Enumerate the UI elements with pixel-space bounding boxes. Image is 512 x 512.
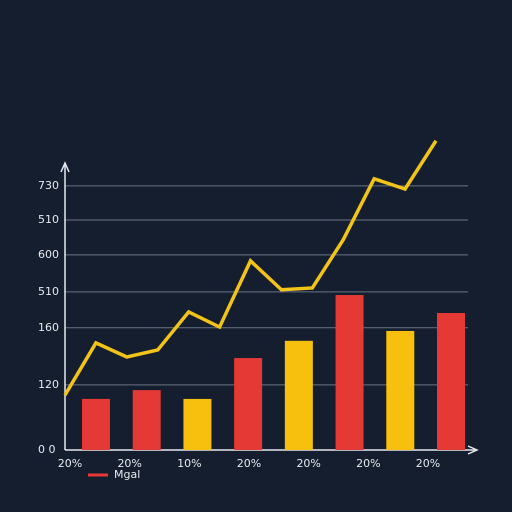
bar xyxy=(284,340,313,450)
bar xyxy=(82,398,110,450)
x-tick-label: 20% xyxy=(117,457,141,470)
line xyxy=(63,139,438,396)
bar xyxy=(437,312,465,450)
y-tick-label: 120 xyxy=(38,378,59,391)
x-tick-label: 20% xyxy=(296,457,320,470)
x-tick-label: 20% xyxy=(356,457,380,470)
bar xyxy=(386,330,415,450)
bar xyxy=(132,390,161,450)
x-tick-label: 20% xyxy=(58,457,82,470)
y-tick-label: 510 xyxy=(38,213,59,226)
bar xyxy=(234,358,263,450)
x-tick-label: 20% xyxy=(237,457,261,470)
bar xyxy=(183,398,212,450)
y-axis-arrow xyxy=(60,161,70,173)
bar xyxy=(335,295,364,450)
y-tick-label: 510 xyxy=(38,285,59,298)
x-axis-arrow xyxy=(467,445,479,455)
y-tick-label: 0 0 xyxy=(38,443,56,456)
y-tick-label: 600 xyxy=(38,248,59,261)
legend-label: Mgal xyxy=(114,468,140,481)
x-tick-label: 20% xyxy=(416,457,440,470)
y-tick-label: 730 xyxy=(38,179,59,192)
x-tick-label: 10% xyxy=(177,457,201,470)
y-tick-label: 160 xyxy=(38,321,59,334)
